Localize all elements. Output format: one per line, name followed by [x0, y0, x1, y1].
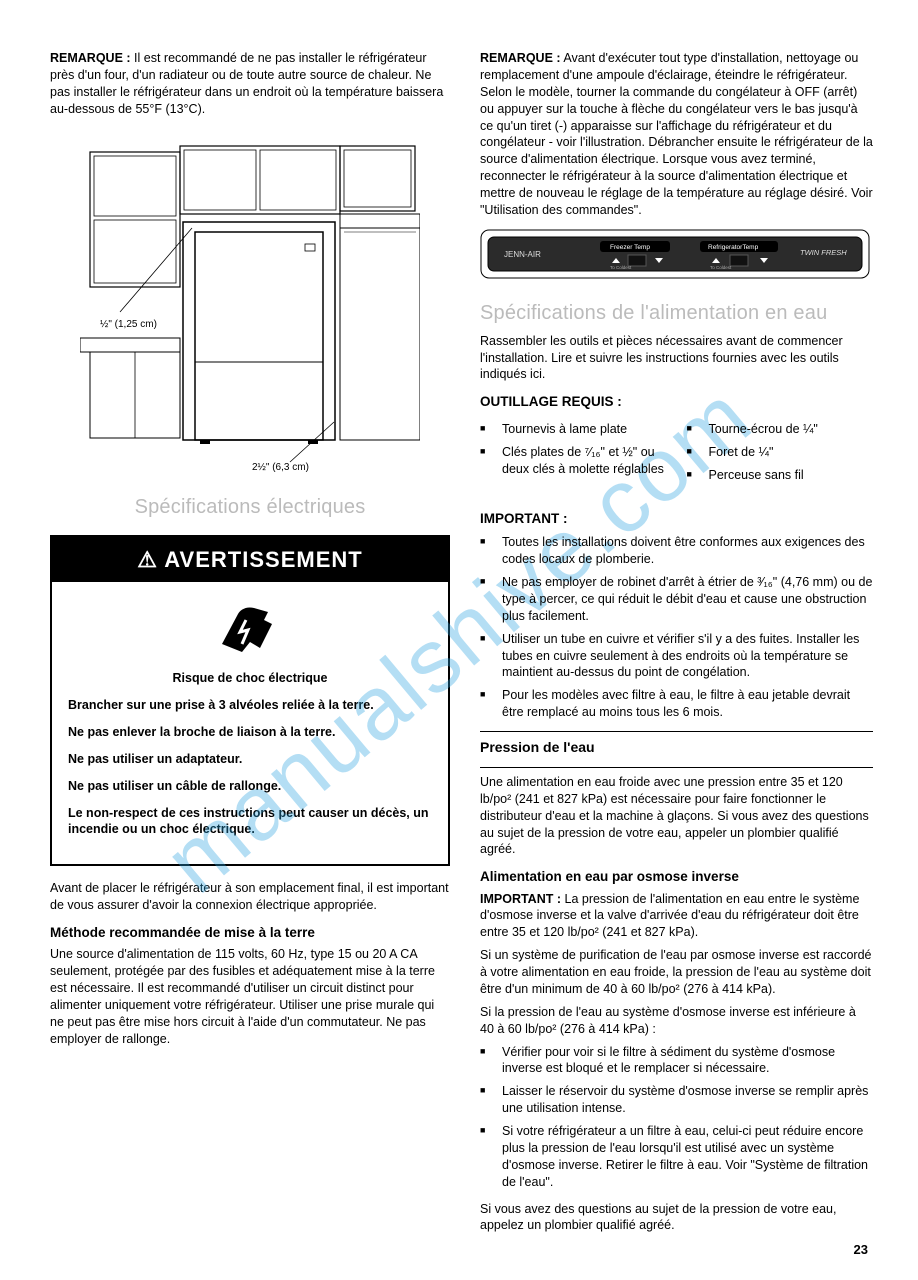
control-panel-figure: JENN-AIR Freezer Temp To Coldest Refrige… — [480, 229, 873, 284]
divider — [480, 767, 873, 768]
osmosis-item: Laisser le réservoir du système d'osmose… — [498, 1083, 873, 1117]
grounding-method-head: Méthode recommandée de mise à la terre — [50, 924, 450, 942]
left-remarque: REMARQUE : Il est recommandé de ne pas i… — [50, 50, 450, 118]
control-panel-svg: JENN-AIR Freezer Temp To Coldest Refrige… — [480, 229, 870, 279]
shock-icon — [220, 600, 280, 656]
electrical-spec-title: Spécifications électriques — [50, 494, 450, 521]
warning-icon-row — [52, 582, 448, 666]
left-column: REMARQUE : Il est recommandé de ne pas i… — [50, 50, 450, 1240]
panel-freezer-sub: To Coldest — [610, 265, 632, 270]
pressure-body: Une alimentation en eau froide avec une … — [480, 774, 873, 858]
osmosis-p2: Si un système de purification de l'eau p… — [480, 947, 873, 998]
osmosis-label: IMPORTANT : — [480, 892, 561, 906]
pressure-head: Pression de l'eau — [480, 738, 873, 757]
osmosis-p3: Si la pression de l'eau au système d'osm… — [480, 1004, 873, 1038]
grounding-method-body: Une source d'alimentation de 115 volts, … — [50, 946, 450, 1047]
tool-item: Clés plates de ⁷⁄₁₆" et ½" ou deux clés … — [498, 444, 667, 478]
panel-freezer-label: Freezer Temp — [610, 244, 650, 251]
remarque-label: REMARQUE : — [50, 51, 131, 65]
tool-item: Tourne-écrou de ¼" — [705, 421, 874, 438]
osmosis-item: Si votre réfrigérateur a un filtre à eau… — [498, 1123, 873, 1191]
tools-list-left: Tournevis à lame plate Clés plates de ⁷⁄… — [480, 421, 667, 490]
remarque-label-right: REMARQUE : — [480, 51, 561, 65]
warning-l1: Brancher sur une prise à 3 alvéoles reli… — [68, 697, 432, 714]
divider — [480, 731, 873, 732]
right-column: REMARQUE : Avant d'exécuter tout type d'… — [480, 50, 873, 1240]
tools-head: OUTILLAGE REQUIS : — [480, 393, 873, 411]
warning-l5: Le non-respect de ces instructions peut … — [68, 805, 432, 839]
panel-fridge-sub: To Coldest — [710, 265, 732, 270]
warning-l2: Ne pas enlever la broche de liaison à la… — [68, 724, 432, 741]
water-spec-title: Spécifications de l'alimentation en eau — [480, 300, 873, 327]
warning-header: ⚠ AVERTISSEMENT — [52, 537, 448, 583]
tool-columns: Tournevis à lame plate Clés plates de ⁷⁄… — [480, 415, 873, 500]
important-item: Pour les modèles avec filtre à eau, le f… — [498, 687, 873, 721]
after-warning-text: Avant de placer le réfrigérateur à son e… — [50, 880, 450, 914]
panel-brand: JENN-AIR — [504, 250, 541, 259]
panel-fridge-label: RefrigeratorTemp — [708, 244, 759, 251]
tool-item: Tournevis à lame plate — [498, 421, 667, 438]
panel-right-brand: TWIN FRESH — [800, 248, 847, 257]
gap-top-label: ½" (1,25 cm) — [100, 319, 157, 330]
osmosis-head: Alimentation en eau par osmose inverse — [480, 868, 873, 886]
installation-diagram: ½" (1,25 cm) 2½" (6,3 cm) — [50, 132, 450, 472]
right-remarque: REMARQUE : Avant d'exécuter tout type d'… — [480, 50, 873, 219]
warning-l3: Ne pas utiliser un adaptateur. — [68, 751, 432, 768]
tools-list-right: Tourne-écrou de ¼" Foret de ¼" Perceuse … — [687, 421, 874, 490]
water-intro: Rassembler les outils et pièces nécessai… — [480, 333, 873, 384]
osmosis-p4: Si vous avez des questions au sujet de l… — [480, 1201, 873, 1235]
warning-l4: Ne pas utiliser un câble de rallonge. — [68, 778, 432, 795]
osmosis-list: Vérifier pour voir si le filtre à sédime… — [480, 1044, 873, 1191]
important-list: Toutes les installations doivent être co… — [480, 534, 873, 721]
important-item: Toutes les installations doivent être co… — [498, 534, 873, 568]
osmosis-p1: IMPORTANT : La pression de l'alimentatio… — [480, 891, 873, 942]
osmosis-item: Vérifier pour voir si le filtre à sédime… — [498, 1044, 873, 1078]
warning-body: Risque de choc électrique Brancher sur u… — [52, 666, 448, 864]
tool-item: Foret de ¼" — [705, 444, 874, 461]
important-head: IMPORTANT : — [480, 510, 873, 528]
page-number: 23 — [854, 1241, 868, 1259]
diagram-svg: ½" (1,25 cm) 2½" (6,3 cm) — [80, 132, 420, 472]
important-item: Utiliser un tube en cuivre et vérifier s… — [498, 631, 873, 682]
important-item: Ne pas employer de robinet d'arrêt à étr… — [498, 574, 873, 625]
warning-risk: Risque de choc électrique — [68, 670, 432, 687]
remarque-text-right: Avant d'exécuter tout type d'installatio… — [480, 51, 873, 217]
gap-bottom-label: 2½" (6,3 cm) — [252, 462, 309, 472]
page-container: REMARQUE : Il est recommandé de ne pas i… — [0, 0, 918, 1280]
warning-box: ⚠ AVERTISSEMENT Risque de choc électriqu… — [50, 535, 450, 867]
tool-item: Perceuse sans fil — [705, 467, 874, 484]
